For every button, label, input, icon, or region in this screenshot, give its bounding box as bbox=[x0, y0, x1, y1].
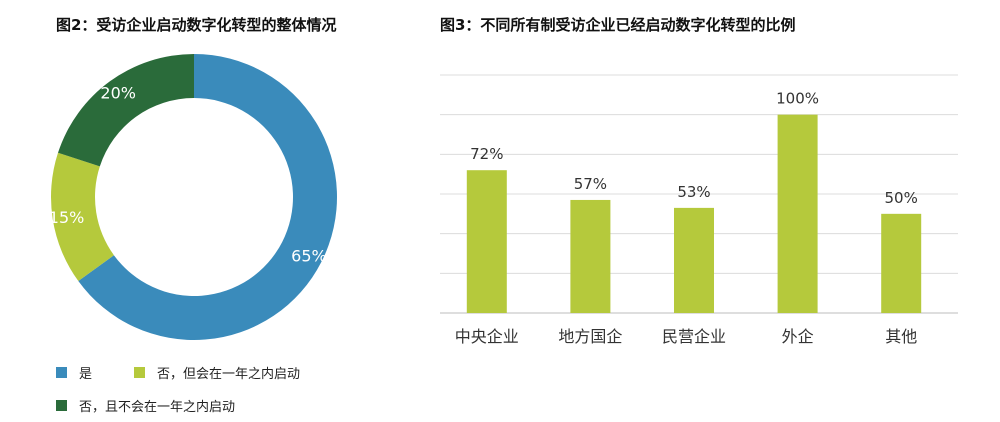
legend-label-no-not-within-year: 否，且不会在一年之内启动 bbox=[79, 400, 236, 415]
bar-value-label-0: 72% bbox=[470, 145, 503, 163]
legend-swatch-yes bbox=[56, 367, 67, 378]
legend-label-no-within-year: 否，但会在一年之内启动 bbox=[157, 367, 301, 382]
bar-value-label-2: 53% bbox=[677, 183, 710, 201]
donut-slice-no-not-within-year bbox=[57, 54, 194, 167]
donut-label-no-within-year: 15% bbox=[49, 208, 85, 227]
category-label-0: 中央企业 bbox=[455, 327, 519, 346]
donut-label-yes: 65% bbox=[291, 247, 327, 266]
bar-3 bbox=[777, 114, 818, 314]
bar-chart: 72% 中央企业 57% 地方国企 53% 民营企业 100% 外企 50% 其他 bbox=[440, 74, 958, 346]
bar-1 bbox=[570, 199, 611, 313]
donut-label-no-not-within-year: 20% bbox=[100, 84, 136, 103]
legend-swatch-no-within-year bbox=[134, 367, 145, 378]
bar-value-label-3: 100% bbox=[776, 90, 819, 108]
donut-chart-title: 图2：受访企业启动数字化转型的整体情况 bbox=[56, 16, 337, 34]
bar-value-label-4: 50% bbox=[885, 189, 918, 207]
legend-swatch-no-not-within-year bbox=[56, 400, 67, 411]
donut-chart: 65% 15% 20% bbox=[49, 54, 338, 340]
category-label-3: 外企 bbox=[782, 327, 814, 346]
legend-item-no-not-within-year: 否，且不会在一年之内启动 bbox=[56, 396, 235, 415]
bar-0 bbox=[466, 170, 507, 313]
legend-item-yes: 是 bbox=[56, 363, 92, 382]
legend-label-yes: 是 bbox=[79, 367, 93, 382]
bar-4 bbox=[881, 213, 922, 313]
category-label-1: 地方国企 bbox=[558, 327, 622, 346]
donut-slice-no-within-year bbox=[51, 152, 114, 282]
bar-chart-title: 图3：不同所有制受访企业已经启动数字化转型的比例 bbox=[440, 16, 796, 34]
donut-slice-yes bbox=[78, 54, 338, 340]
category-label-4: 其他 bbox=[885, 327, 917, 346]
bar-2 bbox=[674, 207, 714, 313]
category-label-2: 民营企业 bbox=[662, 327, 726, 346]
legend-item-no-within-year: 否，但会在一年之内启动 bbox=[134, 363, 300, 382]
bar-value-label-1: 57% bbox=[574, 175, 607, 193]
